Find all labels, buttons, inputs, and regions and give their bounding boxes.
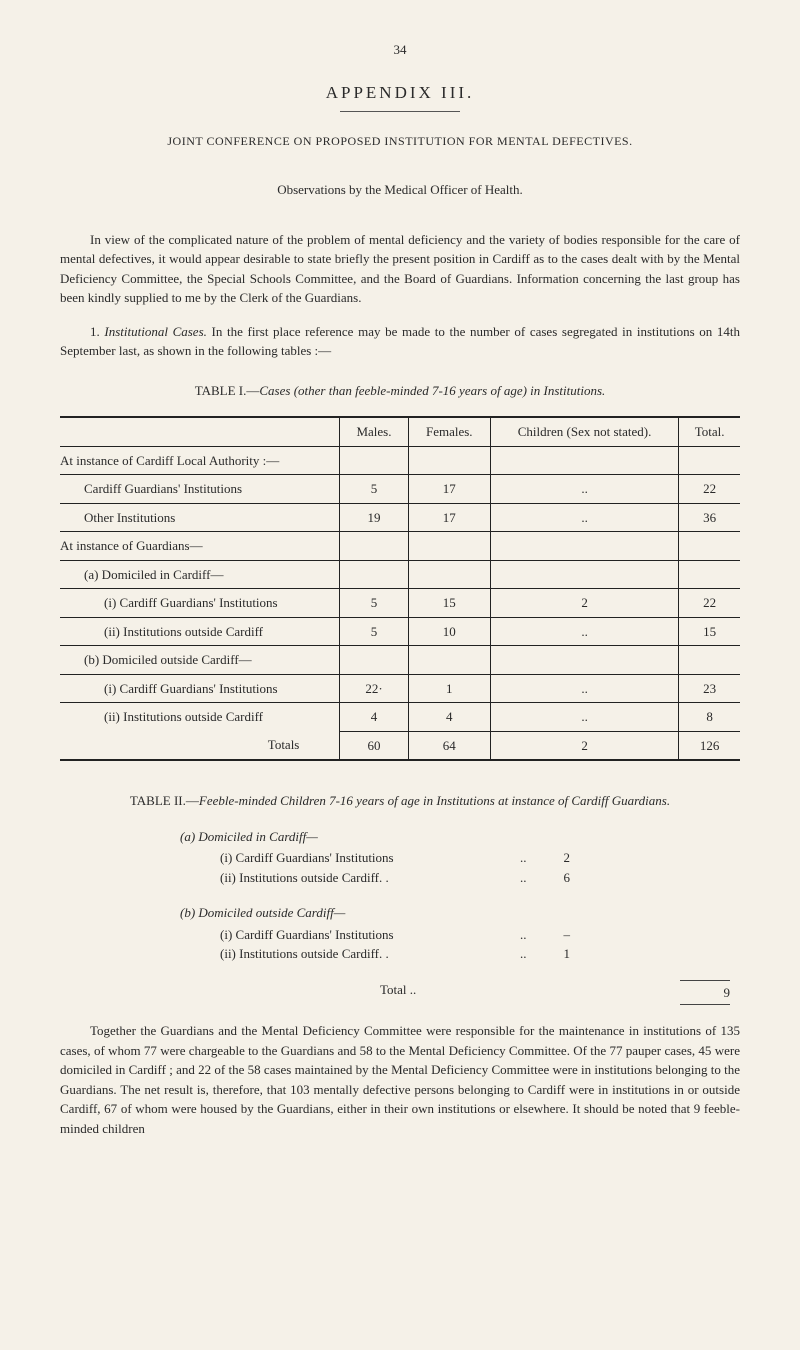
table-cell: 5 <box>340 475 408 504</box>
list-item: (ii) Institutions outside Cardiff. ...6 <box>180 868 740 888</box>
table2-caption-prefix: TABLE II.— <box>130 793 199 808</box>
table-cell: 15 <box>408 589 490 618</box>
table-cell: 5 <box>340 617 408 646</box>
table-cell: 22 <box>679 589 740 618</box>
table-cell <box>490 446 678 475</box>
table-row-label: (b) Domiciled outside Cardiff— <box>60 646 340 675</box>
title-rule <box>340 111 460 112</box>
table-cell <box>340 532 408 561</box>
observations-line: Observations by the Medical Officer of H… <box>60 180 740 200</box>
paragraph-together: Together the Guardians and the Mental De… <box>60 1021 740 1138</box>
table-cell: 15 <box>679 617 740 646</box>
paragraph-intro: In view of the complicated nature of the… <box>60 230 740 308</box>
table1-totals-males: 60 <box>340 731 408 760</box>
table2-caption: TABLE II.—Feeble-minded Children 7-16 ye… <box>60 791 740 811</box>
table-cell: 1 <box>408 674 490 703</box>
table-cell <box>679 532 740 561</box>
list-item: (i) Cardiff Guardians' Institutions..2 <box>180 848 740 868</box>
table-cell <box>340 646 408 675</box>
table-cell <box>408 560 490 589</box>
appendix-title: APPENDIX III. <box>60 80 740 106</box>
table-cell <box>408 646 490 675</box>
document-subtitle: JOINT CONFERENCE ON PROPOSED INSTITUTION… <box>60 132 740 150</box>
table-cell <box>340 446 408 475</box>
table1-caption: TABLE I.—Cases (other than feeble-minded… <box>60 381 740 401</box>
table1-header-females: Females. <box>408 417 490 446</box>
table-cell: 5 <box>340 589 408 618</box>
table-cell: 17 <box>408 503 490 532</box>
table-cell: .. <box>490 617 678 646</box>
table-row-label: (i) Cardiff Guardians' Institutions <box>60 674 340 703</box>
table1-caption-text: Cases (other than feeble-minded 7-16 yea… <box>259 383 605 398</box>
list-item: (ii) Institutions outside Cardiff. ...1 <box>180 944 740 964</box>
para2-ital: Institutional Cases. <box>104 324 207 339</box>
table-row-label: Other Institutions <box>60 503 340 532</box>
table-row-label: Cardiff Guardians' Institutions <box>60 475 340 504</box>
table-row-label: (i) Cardiff Guardians' Institutions <box>60 589 340 618</box>
table-cell: 19 <box>340 503 408 532</box>
table2-caption-text: Feeble-minded Children 7-16 years of age… <box>199 793 670 808</box>
table-cell <box>490 532 678 561</box>
table-cell: 22 <box>679 475 740 504</box>
table-cell <box>679 446 740 475</box>
table-cell: 4 <box>408 703 490 732</box>
table-cell <box>490 560 678 589</box>
table-cell: 23 <box>679 674 740 703</box>
page-number: 34 <box>60 40 740 60</box>
table1-totals-females: 64 <box>408 731 490 760</box>
table-cell: 10 <box>408 617 490 646</box>
table-cell: .. <box>490 503 678 532</box>
table-cell <box>679 646 740 675</box>
table-cell: 17 <box>408 475 490 504</box>
table1-caption-prefix: TABLE I.— <box>195 383 260 398</box>
table1-header-total: Total. <box>679 417 740 446</box>
table-row-label: At instance of Guardians— <box>60 532 340 561</box>
table-cell: 36 <box>679 503 740 532</box>
table-institutions: Males. Females. Children (Sex not stated… <box>60 416 740 761</box>
table-cell <box>490 646 678 675</box>
list-total-row: Total ..9 <box>180 980 740 1006</box>
table-cell <box>340 560 408 589</box>
para2-lead: 1. <box>90 324 104 339</box>
table-cell: 8 <box>679 703 740 732</box>
table1-totals-total: 126 <box>679 731 740 760</box>
table-cell <box>679 560 740 589</box>
paragraph-institutional: 1. Institutional Cases. In the first pla… <box>60 322 740 361</box>
table-row-label: At instance of Cardiff Local Authority :… <box>60 446 340 475</box>
table1-corner <box>60 417 340 446</box>
table-row-label: (a) Domiciled in Cardiff— <box>60 560 340 589</box>
table-row-label: (ii) Institutions outside Cardiff <box>60 617 340 646</box>
table1-totals-label: Totals <box>60 731 340 760</box>
table-cell <box>408 446 490 475</box>
list-group-head: (a) Domiciled in Cardiff— <box>180 827 740 847</box>
list-group-head: (b) Domiciled outside Cardiff— <box>180 903 740 923</box>
list-item: (i) Cardiff Guardians' Institutions..– <box>180 925 740 945</box>
table-row-label: (ii) Institutions outside Cardiff <box>60 703 340 732</box>
table-cell: .. <box>490 703 678 732</box>
table-cell <box>408 532 490 561</box>
table1-totals-children: 2 <box>490 731 678 760</box>
list-feeble-minded: (a) Domiciled in Cardiff—(i) Cardiff Gua… <box>60 827 740 1006</box>
table-cell: 2 <box>490 589 678 618</box>
table1-header-males: Males. <box>340 417 408 446</box>
table-cell: 4 <box>340 703 408 732</box>
table-cell: 22· <box>340 674 408 703</box>
table-cell: .. <box>490 674 678 703</box>
table1-header-children: Children (Sex not stated). <box>490 417 678 446</box>
table-cell: .. <box>490 475 678 504</box>
